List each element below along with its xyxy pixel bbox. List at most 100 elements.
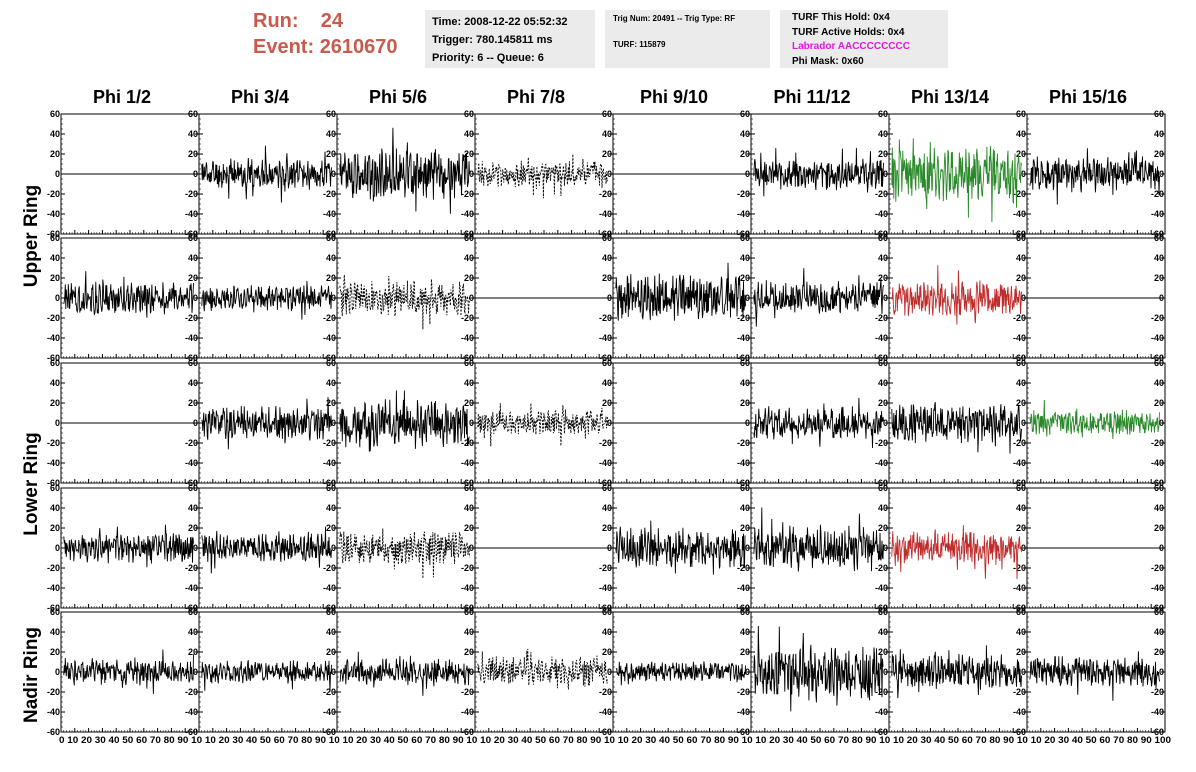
y-tick-label: 20 [188, 523, 198, 533]
y-tick-label: -40 [185, 209, 198, 219]
y-tick-label: 0 [883, 418, 888, 428]
y-tick-label: -20 [737, 563, 750, 573]
waveform-trace [339, 274, 470, 330]
y-tick-label: -40 [461, 583, 474, 593]
y-tick-label: 60 [50, 607, 60, 617]
y-tick-label: -20 [875, 563, 888, 573]
y-tick-label: 0 [469, 169, 474, 179]
y-tick-label: 40 [326, 129, 336, 139]
y-tick-label: 20 [188, 647, 198, 657]
waveform-trace [339, 528, 470, 579]
y-tick-label: 40 [602, 129, 612, 139]
waveform-trace [63, 649, 194, 694]
y-tick-label: 40 [464, 378, 474, 388]
y-tick-label: 40 [50, 253, 60, 263]
y-tick-label: 0 [193, 543, 198, 553]
y-tick-label: -40 [323, 583, 336, 593]
time-text: Time: 2008-12-22 05:52:32 [432, 16, 568, 28]
y-tick-label: 20 [878, 273, 888, 283]
y-tick-label: 0 [745, 543, 750, 553]
y-tick-label: 0 [55, 293, 60, 303]
column-header-phi-5-6: Phi 5/6 [368, 87, 428, 107]
y-tick-label: -40 [47, 583, 60, 593]
y-tick-label: -40 [1013, 333, 1026, 343]
y-tick-label: 20 [1016, 647, 1026, 657]
y-tick-label: -20 [599, 313, 612, 323]
y-tick-label: -20 [1151, 687, 1164, 697]
y-tick-label: 40 [740, 253, 750, 263]
waveform-trace [753, 507, 884, 572]
y-tick-label: -40 [1151, 707, 1164, 717]
event-row: Event: 2610670 [253, 34, 398, 60]
waveform-trace [63, 524, 194, 568]
column-header-phi-1-2: Phi 1/2 [92, 87, 152, 107]
y-tick-label: 0 [1159, 169, 1164, 179]
y-tick-label: -40 [875, 583, 888, 593]
waveform-trace [891, 525, 1022, 580]
y-tick-label: -40 [461, 707, 474, 717]
y-tick-label: -20 [599, 563, 612, 573]
y-tick-label: 40 [1016, 253, 1026, 263]
y-tick-label: -20 [737, 313, 750, 323]
y-tick-label: 40 [188, 378, 198, 388]
y-tick-label: 40 [740, 503, 750, 513]
y-tick-label: 0 [331, 667, 336, 677]
event-label: Event: [253, 36, 315, 58]
y-tick-label: -20 [323, 313, 336, 323]
y-tick-label: 40 [50, 627, 60, 637]
waveform-trace [201, 526, 332, 574]
turf-info-box: TURF This Hold: 0x4 TURF Active Holds: 0… [780, 10, 948, 68]
panel-frame [474, 611, 614, 733]
y-tick-label: 0 [607, 667, 612, 677]
y-tick-label: -40 [875, 707, 888, 717]
waveform-trace [477, 154, 608, 199]
waveform-trace [1029, 651, 1160, 701]
trigger-text: Trigger: 780.145811 ms [432, 34, 553, 46]
waveform-trace [891, 645, 1022, 699]
y-tick-label: 20 [1016, 273, 1026, 283]
panel-frame [1026, 611, 1166, 733]
y-tick-label: 20 [1154, 149, 1164, 159]
y-tick-label: 40 [50, 129, 60, 139]
y-tick-label: -40 [185, 707, 198, 717]
y-tick-label: 40 [602, 253, 612, 263]
y-tick-label: 20 [188, 398, 198, 408]
y-tick-label: 40 [602, 627, 612, 637]
waveform-trace [201, 145, 332, 203]
y-tick-label: 0 [469, 667, 474, 677]
y-tick-label: 20 [740, 149, 750, 159]
y-tick-label: 40 [464, 129, 474, 139]
waveform-trace [339, 127, 470, 214]
y-tick-label: 40 [1016, 129, 1026, 139]
y-tick-label: -20 [185, 438, 198, 448]
y-tick-label: 20 [50, 273, 60, 283]
y-tick-label: -40 [1013, 209, 1026, 219]
waveform-trace [753, 397, 884, 449]
y-tick-label: 40 [602, 503, 612, 513]
y-tick-label: 40 [326, 378, 336, 388]
y-tick-label: 40 [464, 627, 474, 637]
y-tick-label: -40 [461, 458, 474, 468]
column-header-phi-15-16: Phi 15/16 [1048, 87, 1128, 107]
phi-mask-text: Phi Mask: 0x60 [792, 55, 864, 67]
waveform-trace [339, 651, 470, 696]
y-tick-label: -20 [1013, 563, 1026, 573]
x-axis-tick-labels: 0 10 20 30 40 50 60 70 80 90 10 10 20 30… [59, 735, 1171, 745]
y-tick-label: 40 [50, 503, 60, 513]
y-tick-label: 20 [602, 523, 612, 533]
y-tick-label: -20 [461, 563, 474, 573]
y-tick-label: -20 [1013, 438, 1026, 448]
y-tick-label: 0 [469, 293, 474, 303]
panel-frame [1026, 113, 1166, 235]
priority-text: Priority: 6 -- Queue: 6 [432, 52, 544, 64]
y-tick-label: -20 [737, 189, 750, 199]
y-tick-label: -40 [875, 209, 888, 219]
y-tick-label: 20 [878, 523, 888, 533]
y-tick-label: -40 [185, 458, 198, 468]
y-tick-label: -40 [737, 333, 750, 343]
y-tick-label: 20 [740, 398, 750, 408]
y-tick-label: 20 [326, 523, 336, 533]
waveform-trace [891, 401, 1022, 454]
y-tick-label: 0 [883, 543, 888, 553]
y-tick-label: 0 [1021, 543, 1026, 553]
